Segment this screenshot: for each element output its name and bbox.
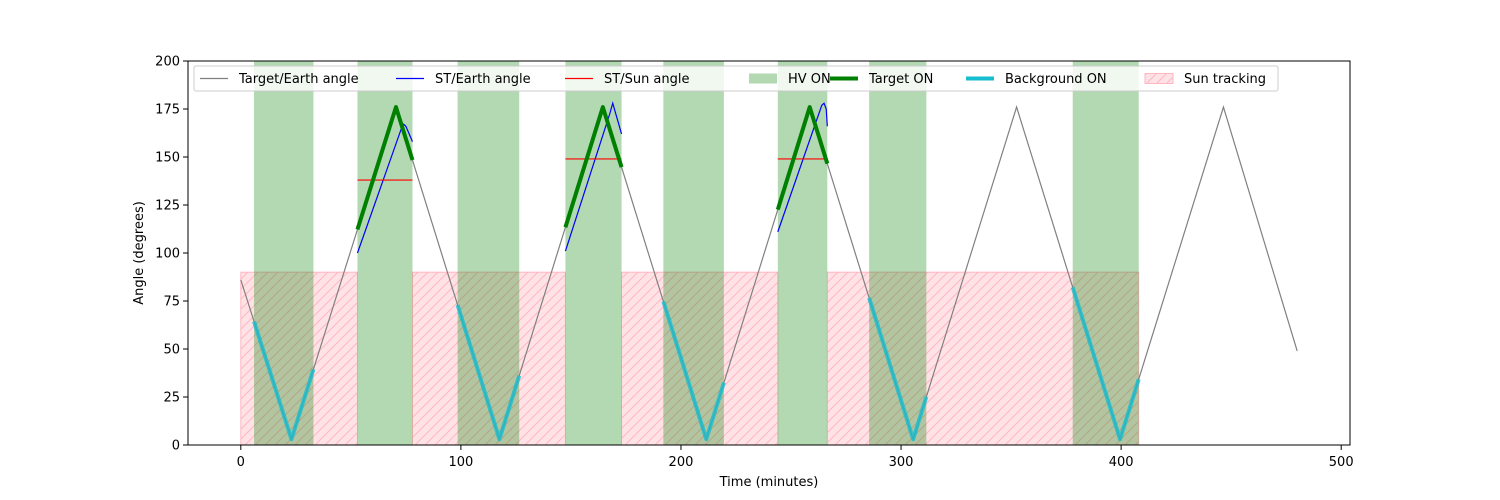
y-tick-label-150: 150	[155, 151, 180, 166]
sun-tracking-hatch-1	[412, 272, 566, 445]
legend-box	[193, 65, 1279, 92]
hv-on-span-4	[663, 61, 724, 445]
y-tick-label-25: 25	[163, 391, 180, 406]
background-on-segment-2	[661, 300, 726, 442]
x-tick-label-200: 200	[669, 455, 694, 470]
sun-tracking-hatch-3	[827, 272, 1139, 445]
legend-item-target-on: Target ON	[830, 72, 933, 87]
hv-on-span-3	[565, 61, 622, 445]
target-on-segment-2	[775, 105, 830, 211]
legend-item-sun-tracking: Sun tracking	[1144, 72, 1266, 87]
st-earth-line-2	[777, 102, 828, 233]
legend-swatch-hatch	[1145, 73, 1173, 84]
background-on-segment-3	[867, 297, 929, 442]
background-on-segment-0	[252, 320, 316, 442]
y-tick-label-0: 0	[172, 439, 180, 454]
target-on-segment-1	[563, 105, 624, 228]
y-tick-label-175: 175	[155, 103, 180, 118]
hv-on-span-2	[457, 61, 520, 445]
x-tick-label-0: 0	[237, 455, 245, 470]
legend-item-target-earth: Target/Earth angle	[200, 72, 359, 87]
legend-item-hv-on: HV ON	[749, 72, 831, 87]
legend-label-sun-tracking: Sun tracking	[1184, 72, 1266, 87]
axes-layer: 0 100 200 300 400 500 0 25 50 75 100 125 150 175 200	[155, 55, 1353, 471]
legend-label-st-sun: ST/Sun angle	[604, 72, 690, 87]
legend-item-st-sun: ST/Sun angle	[565, 72, 690, 87]
x-axis-label: Time (minutes)	[719, 475, 819, 490]
legend-label-background-on: Background ON	[1005, 72, 1107, 87]
x-tick-label-400: 400	[1109, 455, 1134, 470]
legend-label-target-earth: Target/Earth angle	[238, 72, 359, 87]
background-on-segment-1	[455, 304, 522, 442]
target-on-segment-0	[355, 105, 415, 231]
legend: Target/Earth angle ST/Earth angle ST/Sun a…	[193, 65, 1279, 92]
y-tick-label-125: 125	[155, 199, 180, 214]
legend-item-st-earth: ST/Earth angle	[396, 72, 531, 87]
hv-on-span-0	[254, 61, 314, 445]
legend-swatch-hv-on	[749, 73, 777, 84]
y-axis-label: Angle (degrees)	[132, 201, 147, 305]
legend-label-hv-on: HV ON	[788, 72, 831, 87]
y-tick-label-75: 75	[163, 295, 180, 310]
lines-layer	[240, 101, 1298, 442]
y-tick-label-200: 200	[155, 55, 180, 70]
st-earth-line-0	[356, 123, 414, 254]
x-tick-label-300: 300	[889, 455, 914, 470]
background-on-segment-4	[1070, 286, 1141, 442]
legend-label-st-earth: ST/Earth angle	[435, 72, 531, 87]
x-tick-label-100: 100	[448, 455, 473, 470]
legend-item-background-on: Background ON	[966, 72, 1107, 87]
hv-on-span-7	[1072, 61, 1139, 445]
y-tick-label-50: 50	[163, 343, 180, 358]
x-tick-label-500: 500	[1329, 455, 1354, 470]
y-tick-label-100: 100	[155, 247, 180, 262]
hv-on-span-5	[777, 61, 828, 445]
hv-on-span-6	[869, 61, 927, 445]
legend-label-target-on: Target ON	[868, 72, 933, 87]
spans-layer	[240, 61, 1140, 445]
hv-on-span-1	[357, 61, 413, 445]
st-earth-line-1	[564, 101, 623, 252]
